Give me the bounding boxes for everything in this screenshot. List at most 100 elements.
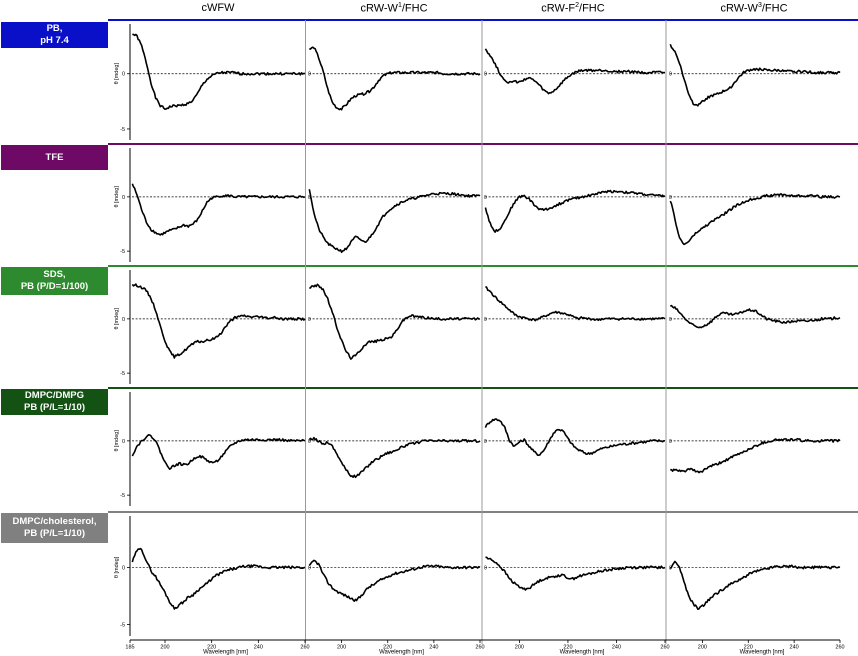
zero-label: 0	[308, 565, 311, 571]
zero-label: 0	[308, 195, 311, 201]
y-tick-label: -5	[120, 493, 125, 499]
y-tick-label: 0	[122, 195, 125, 201]
x-tick-label: 200	[515, 645, 524, 651]
column-title: cRW-W3/FHC	[666, 2, 842, 15]
condition-label-line1: PB,	[46, 23, 63, 34]
cd-spectrum-line	[131, 283, 306, 359]
condition-label: TFE	[1, 145, 108, 170]
column-title: cRW-W1/FHC	[306, 2, 482, 15]
column-title-suffix: /FHC	[401, 2, 428, 15]
condition-label-line2: PB (P/L=1/10)	[24, 402, 85, 413]
cd-spectrum-line	[309, 283, 481, 360]
column-title-superscript: 1	[397, 2, 402, 9]
y-tick-label: 0	[122, 72, 125, 78]
cd-spectrum-line	[308, 559, 481, 602]
y-tick-label: -5	[120, 371, 125, 377]
x-tick-label: 240	[612, 645, 621, 651]
column-title-base: cRW-F	[541, 2, 576, 15]
x-tick-label: 240	[790, 645, 799, 651]
y-tick-label: 0	[122, 317, 125, 323]
y-axis-label: θ [mdeg]	[114, 308, 120, 330]
x-tick-label: 220	[207, 645, 216, 651]
cd-spectrum-line	[308, 436, 481, 479]
column-title-superscript: 2	[575, 2, 580, 9]
y-axis-label: θ [mdeg]	[114, 556, 120, 578]
column-title-base: cWFW	[201, 2, 235, 14]
cd-spectrum-line	[669, 304, 841, 329]
x-tick-label: 220	[563, 645, 572, 651]
column-title: cWFW	[130, 2, 306, 14]
condition-label: PB, pH 7.4	[1, 22, 108, 48]
x-tick-label: 200	[337, 645, 346, 651]
y-axis-label: θ [mdeg]	[114, 186, 120, 208]
zero-label: 0	[308, 72, 311, 78]
cd-spectrum-line	[485, 556, 666, 591]
zero-label: 0	[484, 195, 487, 201]
cd-spectrum-line	[309, 46, 481, 111]
x-tick-label: 220	[383, 645, 392, 651]
cd-spectrum-line	[484, 418, 666, 457]
cd-spectrum-line	[485, 285, 666, 322]
condition-label: DMPC/DMPG PB (P/L=1/10)	[1, 389, 108, 415]
x-tick-label: 260	[660, 645, 669, 651]
x-tick-label: 185	[125, 645, 134, 651]
column-title-base: cRW-W	[720, 2, 758, 15]
zero-label: 0	[484, 439, 487, 445]
x-axis-label: Wavelength [nm]	[740, 650, 785, 656]
zero-label: 0	[669, 195, 672, 201]
zero-label: 0	[669, 439, 672, 445]
y-tick-label: -5	[120, 249, 125, 255]
y-axis-label: θ [mdeg]	[114, 430, 120, 452]
cd-spectrum-line	[131, 547, 306, 610]
condition-label-line1: SDS,	[43, 269, 66, 280]
y-axis-label: θ [mdeg]	[114, 63, 120, 85]
x-tick-label: 240	[254, 645, 263, 651]
zero-label: 0	[308, 439, 311, 445]
zero-label: 0	[669, 72, 672, 78]
condition-label: DMPC/cholesterol, PB (P/L=1/10)	[1, 513, 108, 543]
condition-label: SDS, PB (P/D=1/100)	[1, 267, 108, 295]
x-axis-label: Wavelength [nm]	[379, 650, 424, 656]
zero-label: 0	[669, 317, 672, 323]
x-tick-label: 200	[160, 645, 169, 651]
column-title-superscript: 3	[757, 2, 762, 9]
cd-spectrum-line	[669, 560, 841, 610]
x-tick-label: 260	[835, 645, 844, 651]
y-tick-label: 0	[122, 439, 125, 445]
column-title-suffix: /FHC	[579, 2, 605, 15]
zero-label: 0	[484, 317, 487, 323]
cd-spectrum-line	[484, 189, 666, 233]
y-tick-label: 0	[122, 565, 125, 571]
cd-spectrum-line	[669, 43, 841, 107]
condition-label-line2: PB (P/L=1/10)	[24, 528, 85, 539]
condition-label-line2: pH 7.4	[40, 35, 69, 46]
x-tick-label: 260	[475, 645, 484, 651]
x-tick-label: 240	[429, 645, 438, 651]
cd-spectrum-line	[484, 48, 666, 95]
column-title: cRW-F2/FHC	[485, 2, 661, 15]
y-tick-label: -5	[120, 623, 125, 629]
x-tick-label: 200	[698, 645, 707, 651]
condition-label-line2: PB (P/D=1/100)	[20, 281, 89, 292]
x-axis-label: Wavelength [nm]	[560, 650, 605, 656]
column-title-suffix: /FHC	[761, 2, 788, 15]
cd-spectrum-line	[308, 189, 481, 254]
zero-label: 0	[484, 72, 487, 78]
cd-spectrum-line	[131, 433, 306, 470]
column-title-base: cRW-W	[360, 2, 398, 15]
y-tick-label: -5	[120, 127, 125, 133]
cd-spectrum-line	[669, 193, 841, 246]
x-axis-label: Wavelength [nm]	[203, 650, 248, 656]
x-tick-label: 220	[744, 645, 753, 651]
condition-label-line1: DMPC/cholesterol,	[12, 516, 97, 527]
cd-spectrum-line	[132, 33, 306, 110]
condition-label-line1: DMPC/DMPG	[24, 390, 85, 401]
cd-spectrum-line	[131, 183, 306, 236]
condition-label-line1: TFE	[45, 151, 64, 163]
zero-label: 0	[484, 565, 487, 571]
zero-label: 0	[308, 317, 311, 323]
x-tick-label: 260	[300, 645, 309, 651]
cd-spectrum-line	[670, 437, 841, 474]
